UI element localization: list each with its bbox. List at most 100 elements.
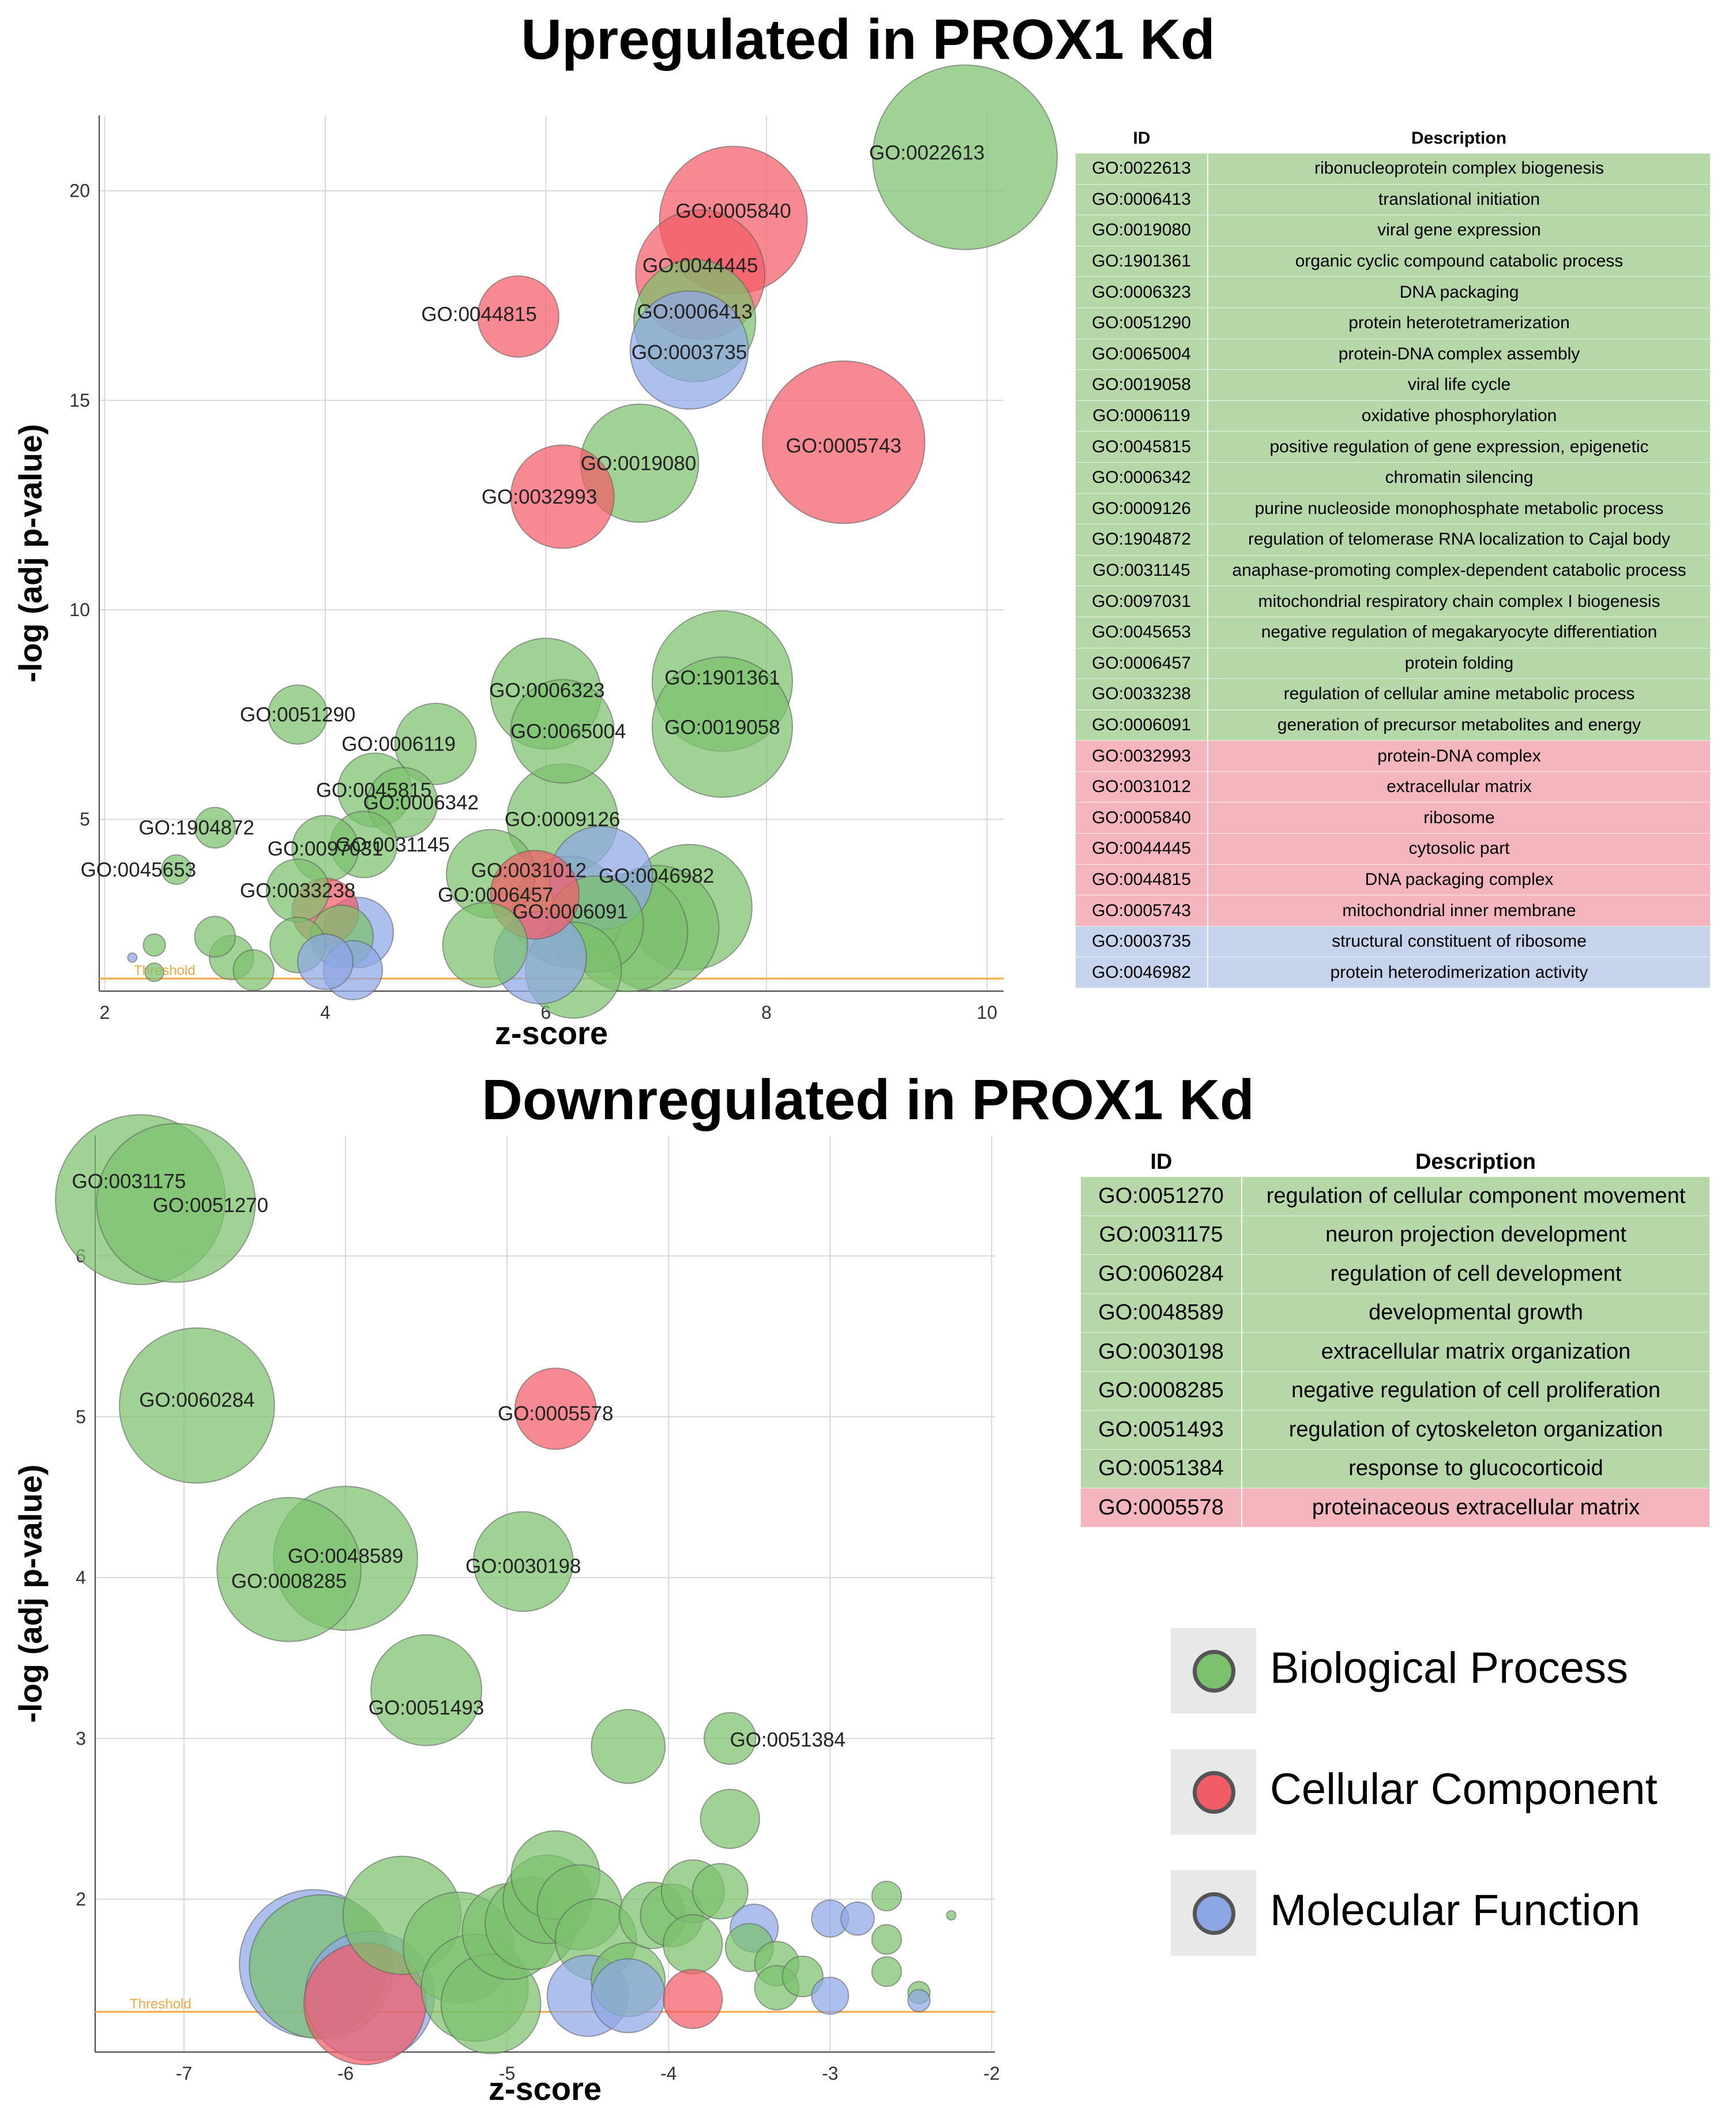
up-x-tick-label: 10 bbox=[977, 1002, 998, 1023]
down-bubble bbox=[811, 1976, 850, 2015]
up-table-row: GO:0006323 DNA packaging bbox=[1076, 276, 1710, 308]
up-go-id-cell: GO:0019080 bbox=[1076, 215, 1208, 246]
up-table-row: GO:0005743 mitochondrial inner membrane bbox=[1076, 895, 1710, 927]
up-table-row: GO:0097031 mitochondrial respiratory chai… bbox=[1076, 586, 1710, 617]
down-x-tick-label: -6 bbox=[337, 2063, 354, 2084]
up-bubble-label: GO:0006413 bbox=[637, 301, 752, 323]
up-bubble bbox=[144, 962, 164, 982]
up-bubble bbox=[297, 933, 354, 991]
up-go-description-cell: anaphase-promoting complex-dependent cat… bbox=[1208, 555, 1710, 587]
up-table-row: GO:0005840 ribosome bbox=[1076, 802, 1710, 834]
up-y-tick-label: 5 bbox=[80, 809, 90, 830]
up-go-id-cell: GO:1904872 bbox=[1076, 524, 1208, 556]
up-go-id-cell: GO:0097031 bbox=[1076, 586, 1208, 617]
up-go-id-cell: GO:0019058 bbox=[1076, 369, 1208, 401]
up-bubble-label: GO:0045653 bbox=[81, 858, 196, 881]
down-table-header-row: ID Description bbox=[1081, 1147, 1709, 1177]
down-go-id-cell: GO:0048589 bbox=[1081, 1293, 1242, 1333]
down-bubble bbox=[946, 1910, 957, 1921]
up-y-tick-label: 15 bbox=[69, 390, 90, 411]
up-bubble-label: GO:0006091 bbox=[512, 901, 627, 923]
up-x-tick-label: 8 bbox=[761, 1002, 772, 1023]
down-table-row: GO:0005578 proteinaceous extracellular ma… bbox=[1081, 1488, 1709, 1528]
up-bubble-label: GO:0005840 bbox=[675, 200, 791, 223]
up-go-id-cell: GO:0065004 bbox=[1076, 339, 1208, 370]
up-go-id-cell: GO:0046982 bbox=[1076, 957, 1208, 989]
up-go-id-cell: GO:0044815 bbox=[1076, 864, 1208, 896]
up-table-row: GO:0009126 purine nucleoside monophosphat… bbox=[1076, 493, 1710, 525]
up-go-id-cell: GO:0006323 bbox=[1076, 276, 1208, 308]
up-go-description-cell: protein heterotetramerization bbox=[1208, 307, 1710, 339]
up-table-header-row: ID Description bbox=[1076, 123, 1710, 153]
up-table-row: GO:0031012 extracellular matrix bbox=[1076, 771, 1710, 803]
down-bubble bbox=[700, 1788, 760, 1849]
up-go-description-cell: protein-DNA complex assembly bbox=[1208, 339, 1710, 370]
up-bubble bbox=[872, 64, 1058, 250]
down-go-description-cell: regulation of cytoskeleton organization bbox=[1242, 1410, 1709, 1450]
up-go-id-cell: GO:0006091 bbox=[1076, 710, 1208, 741]
down-x-tick-label: -5 bbox=[499, 2063, 515, 2084]
up-bubble-label: GO:0006323 bbox=[489, 679, 604, 702]
down-go-description-cell: neuron projection development bbox=[1242, 1216, 1709, 1255]
down-go-description-cell: regulation of cell development bbox=[1242, 1254, 1709, 1294]
down-table-row: GO:0051384 response to glucocorticoid bbox=[1081, 1449, 1709, 1488]
up-go-description-cell: protein folding bbox=[1208, 648, 1710, 680]
up-go-id-cell: GO:0045653 bbox=[1076, 617, 1208, 648]
up-x-axis-title: z-score bbox=[495, 1015, 608, 1051]
down-bubble bbox=[663, 1968, 723, 2030]
up-table-row: GO:0045653 negative regulation of megakar… bbox=[1076, 617, 1710, 648]
down-y-tick-label: 5 bbox=[76, 1406, 86, 1427]
up-go-id-cell: GO:0005743 bbox=[1076, 895, 1208, 927]
up-bubble-label: GO:1904872 bbox=[139, 817, 254, 839]
up-bubble-label: GO:0032993 bbox=[482, 486, 597, 508]
down-bubble bbox=[703, 1712, 757, 1765]
up-go-description-cell: negative regulation of megakaryocyte dif… bbox=[1208, 617, 1710, 648]
down-bubble bbox=[216, 1496, 362, 1642]
down-threshold-label: Threshold bbox=[130, 1996, 191, 2012]
up-go-id-cell: GO:0006119 bbox=[1076, 400, 1208, 432]
up-table-row: GO:0046982 protein heterodimerization act… bbox=[1076, 957, 1710, 989]
down-y-tick-label: 4 bbox=[76, 1567, 86, 1588]
up-go-description-cell: viral life cycle bbox=[1208, 369, 1710, 401]
biological-process-dot-icon bbox=[1193, 1650, 1235, 1693]
up-bubble bbox=[267, 684, 328, 745]
legend-swatch bbox=[1171, 1870, 1256, 1956]
down-table-row: GO:0060284 regulation of cell development bbox=[1081, 1254, 1709, 1294]
up-bubble-label: GO:0006457 bbox=[438, 884, 553, 906]
up-bubble-label: GO:0046982 bbox=[599, 865, 714, 887]
up-x-tick-label: 2 bbox=[100, 1002, 110, 1023]
legend-swatch bbox=[1171, 1628, 1256, 1713]
up-go-description-cell: mitochondrial inner membrane bbox=[1208, 895, 1710, 927]
up-bubble bbox=[651, 656, 793, 798]
up-table-row: GO:0032993 protein-DNA complex bbox=[1076, 740, 1710, 772]
down-go-description-cell: developmental growth bbox=[1242, 1293, 1709, 1333]
down-go-id-cell: GO:0051384 bbox=[1081, 1449, 1242, 1488]
up-bubble-label: GO:0019058 bbox=[664, 716, 780, 738]
down-x-tick-label: -7 bbox=[176, 2063, 192, 2084]
down-x-tick-label: -2 bbox=[983, 2063, 999, 2084]
down-bubble bbox=[663, 1914, 723, 1975]
down-go-description-cell: proteinaceous extracellular matrix bbox=[1242, 1488, 1709, 1528]
up-go-description-cell: viral gene expression bbox=[1208, 215, 1710, 246]
down-go-description-cell: extracellular matrix organization bbox=[1242, 1332, 1709, 1372]
down-bubble bbox=[119, 1327, 275, 1484]
up-bubble-label: GO:0044815 bbox=[421, 303, 536, 326]
up-table-description-header: Description bbox=[1208, 123, 1710, 153]
up-table-body: GO:0022613 ribonucleoprotein complex biog… bbox=[1076, 153, 1710, 989]
up-table-row: GO:0006119 oxidative phosphorylation bbox=[1076, 400, 1710, 432]
down-x-tick-label: -3 bbox=[822, 2063, 838, 2084]
down-table-row: GO:0048589 developmental growth bbox=[1081, 1293, 1709, 1333]
up-bubble-label: GO:0065004 bbox=[510, 721, 626, 743]
down-y-tick-label: 3 bbox=[76, 1728, 86, 1749]
up-table-row: GO:1901361 organic cyclic compound catabo… bbox=[1076, 246, 1710, 277]
up-bubble-label: GO:0003735 bbox=[632, 342, 747, 364]
down-bubble-label: GO:0008285 bbox=[231, 1570, 347, 1593]
down-go-id-cell: GO:0060284 bbox=[1081, 1254, 1242, 1294]
up-go-description-cell: generation of precursor metabolites and … bbox=[1208, 710, 1710, 741]
up-y-tick-label: 20 bbox=[69, 181, 90, 201]
up-bubble-label: GO:0006119 bbox=[341, 733, 456, 755]
up-go-description-cell: extracellular matrix bbox=[1208, 771, 1710, 803]
down-table-row: GO:0030198 extracellular matrix organizat… bbox=[1081, 1332, 1709, 1372]
up-bubble bbox=[510, 679, 615, 784]
down-bubble bbox=[781, 1955, 824, 1998]
